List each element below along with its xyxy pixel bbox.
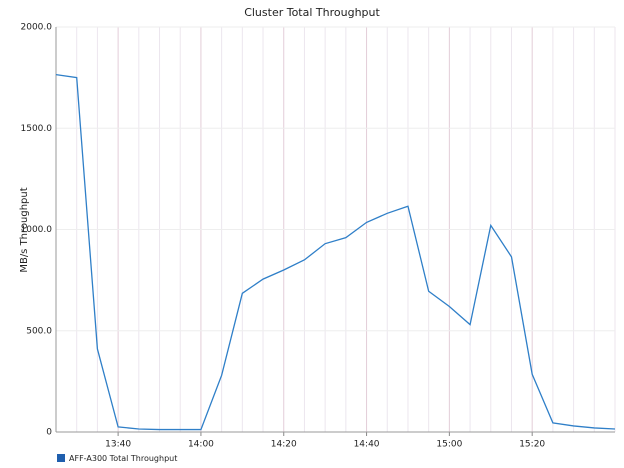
y-tick-label: 1000.0 <box>21 225 53 235</box>
line <box>55 73 616 431</box>
legend-swatch <box>57 454 65 462</box>
x-tick-label: 15:00 <box>436 440 462 450</box>
x-tick-label: 14:40 <box>354 440 380 450</box>
y-tick-label: 0 <box>46 428 52 438</box>
x-tick-label: 14:20 <box>271 440 297 450</box>
x-tick-label: 15:20 <box>519 440 545 450</box>
y-tick-label: 2000.0 <box>21 23 53 33</box>
chart-title: Cluster Total Throughput <box>244 6 380 19</box>
x-tick-label: 13:40 <box>105 440 131 450</box>
y-tick-label: 500.0 <box>26 326 52 336</box>
y-tick-label: 1500.0 <box>21 124 53 134</box>
legend-label: AFF-A300 Total Throughput <box>69 454 177 463</box>
y-axis-label: MB/s Throughput <box>19 187 30 272</box>
x-tick-label: 14:00 <box>188 440 214 450</box>
